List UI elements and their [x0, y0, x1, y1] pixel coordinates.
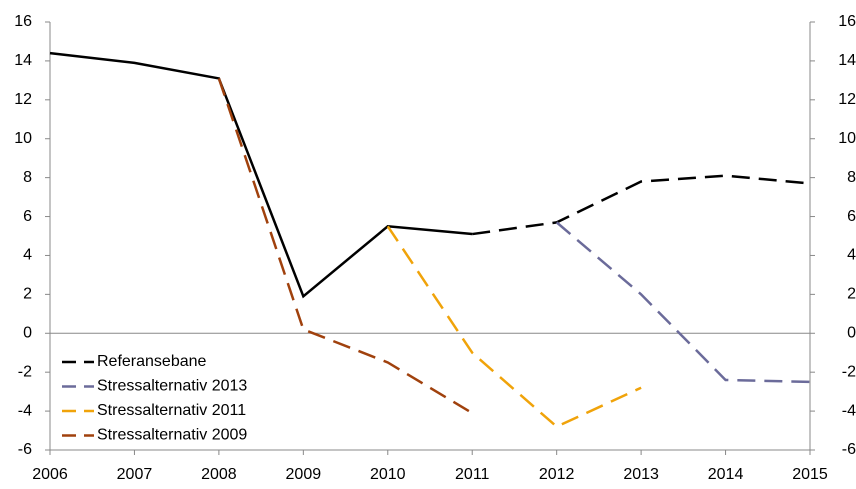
line-solid: [49, 51, 473, 299]
legend-label: Stressalternativ 2011: [97, 402, 246, 419]
y2-tick-label: -4: [842, 402, 856, 419]
x-tick-label: 2008: [201, 466, 237, 483]
y2-tick-label: 4: [847, 247, 856, 264]
legend-label: Stressalternativ 2009: [97, 427, 247, 444]
y-tick-label: 10: [14, 130, 32, 147]
y-tick-label: 4: [23, 247, 32, 264]
line-dashed: [217, 78, 473, 415]
y2-tick-label: 14: [838, 52, 856, 69]
y-tick-label: -4: [18, 402, 32, 419]
x-tick-label: 2014: [708, 466, 744, 483]
y-tick-label: 8: [23, 169, 32, 186]
y-tick-label: 0: [23, 324, 32, 341]
x-tick-label: 2009: [286, 466, 322, 483]
x-tick-label: 2006: [32, 466, 68, 483]
y2-tick-label: 6: [847, 208, 856, 225]
legend-label: Stressalternativ 2013: [97, 378, 247, 395]
y-tick-label: 16: [14, 13, 32, 30]
x-tick-label: 2007: [117, 466, 153, 483]
y-tick-label: 6: [23, 208, 32, 225]
x-tick-label: 2012: [539, 466, 575, 483]
y2-tick-label: 8: [847, 169, 856, 186]
y2-tick-label: 12: [838, 91, 856, 108]
x-tick-label: 2015: [792, 466, 828, 483]
y2-tick-label: 10: [838, 130, 856, 147]
y2-tick-label: 16: [838, 13, 856, 30]
y-tick-label: 2: [23, 286, 32, 303]
y-tick-label: 12: [14, 91, 32, 108]
y-tick-label: 14: [14, 52, 32, 69]
y2-tick-label: -2: [842, 363, 856, 380]
y2-tick-label: 2: [847, 286, 856, 303]
x-tick-label: 2010: [370, 466, 406, 483]
y2-tick-label: -6: [842, 441, 856, 458]
line-dashed: [555, 221, 811, 384]
y2-tick-label: 0: [847, 324, 856, 341]
y-tick-label: -2: [18, 363, 32, 380]
y-tick-label: -6: [18, 441, 32, 458]
line-dashed: [472, 174, 811, 236]
x-tick-label: 2011: [455, 466, 490, 483]
legend-label: Referansebane: [97, 353, 207, 370]
line-dashed: [386, 225, 642, 429]
x-tick-label: 2013: [623, 466, 659, 483]
